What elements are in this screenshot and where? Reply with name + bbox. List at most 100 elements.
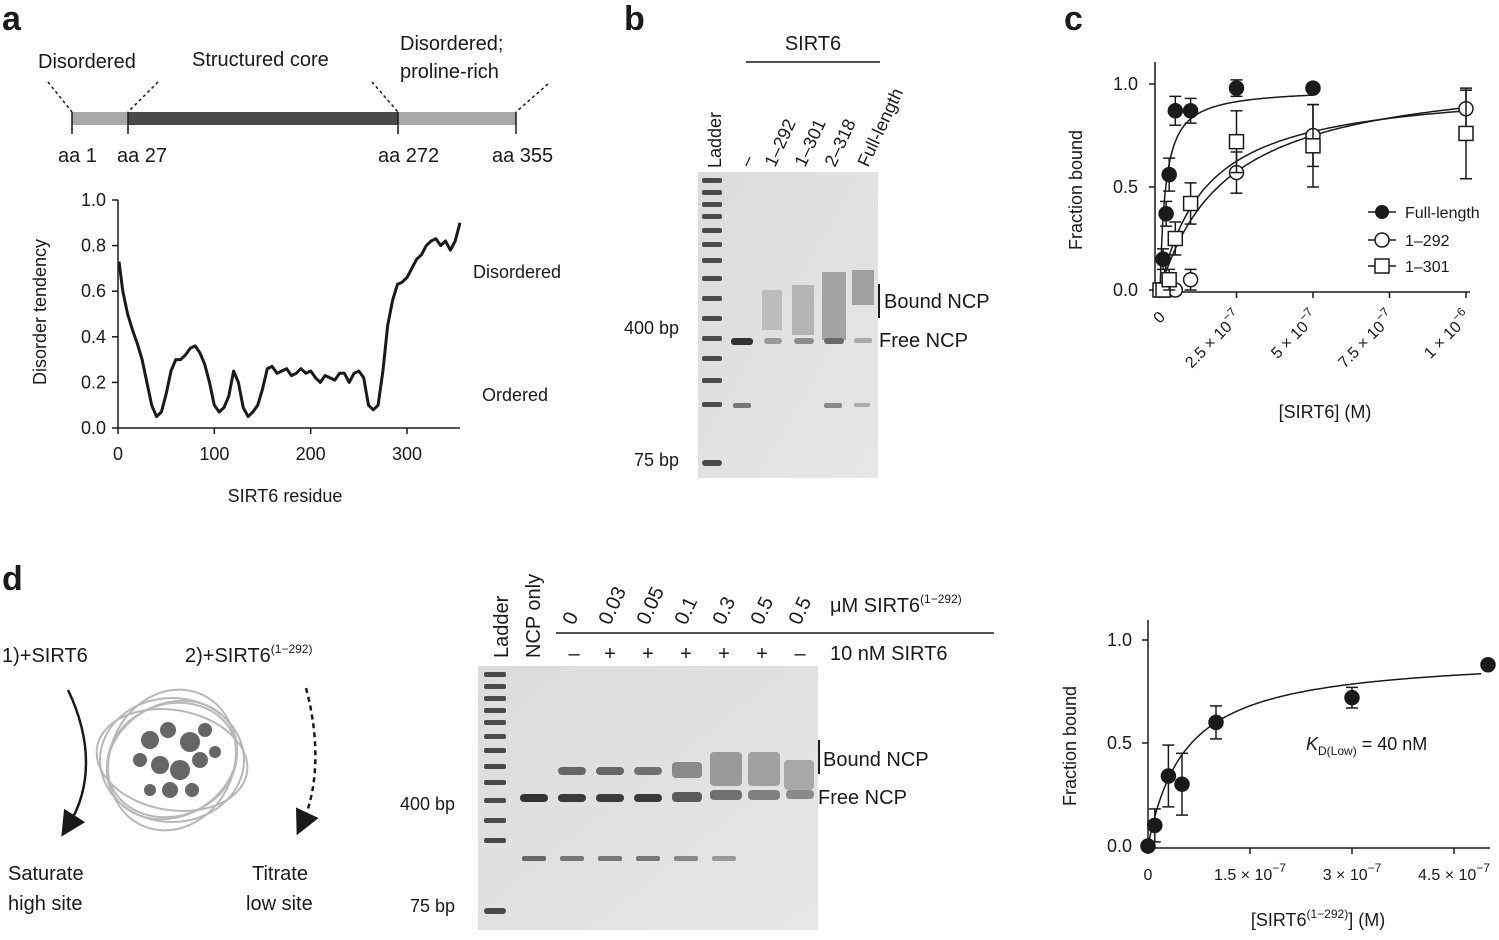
panel-label-c: c [1064, 0, 1083, 38]
marker-400bp: 400 bp [624, 318, 679, 338]
sirt6-sign: – [568, 643, 580, 665]
data-point [1161, 166, 1177, 183]
data-point [1140, 838, 1156, 854]
data-point [1167, 103, 1184, 119]
y-tick-label: 0.5 [1107, 733, 1132, 753]
y-tick-label: 0.0 [1107, 836, 1132, 856]
sirt6-sign: – [794, 643, 806, 665]
sirt6-sign: + [756, 643, 768, 665]
x-tick-label: 1 × 10−6 [1417, 304, 1475, 362]
marker-75bp: 75 bp [634, 450, 679, 470]
x-axis-label: [SIRT6] (M) [1279, 402, 1372, 422]
data-point [1160, 768, 1177, 784]
x-axis-label: SIRT6 residue [228, 486, 343, 506]
data-point [1167, 230, 1184, 247]
domain-label-proline-2: proline-rich [400, 61, 499, 83]
gel-d-bound-label: Bound NCP [823, 749, 929, 771]
data-point [1155, 251, 1171, 267]
step2-label: 2)+SIRT6(1−292) [185, 642, 312, 667]
x-tick-label: 200 [296, 444, 326, 464]
data-point [1228, 80, 1245, 96]
x-tick-label: 300 [392, 444, 422, 464]
x-tick-label: 7.5 × 10−7 [1331, 304, 1398, 371]
x-tick-label: 2.5 × 10−7 [1178, 304, 1245, 371]
position-aa355: aa 355 [492, 145, 553, 167]
chart-a: 0.0 0.2 0.4 0.6 0.8 1.0 0 100 200 300 Disorder t… [30, 190, 561, 506]
nucleosome-structure [95, 688, 249, 832]
y-tick-label: 0.0 [1113, 280, 1138, 300]
y-tick-label: 1.0 [1113, 74, 1138, 94]
data-point [1147, 817, 1163, 834]
saturate-arrow [61, 689, 88, 837]
y-tick-label: 1.0 [81, 190, 106, 210]
concentration-label: 0.03 [595, 584, 631, 629]
concentration-label: 0.1 [671, 594, 703, 629]
legend-marker-1-292 [1374, 232, 1390, 248]
concentration-labels: 0 0.03 0.05 0.1 0.3 0.5 0.5 [559, 584, 817, 629]
panel-a: a Disordered Structured core Disordered;… [2, 0, 561, 506]
panel-label-b: b [624, 0, 645, 38]
y-tick-label: 0.0 [81, 418, 106, 438]
sirt6-sign: + [604, 643, 616, 665]
y-tick-label: 0.4 [81, 327, 106, 347]
legend: Full-length 1–292 1–301 [1368, 205, 1480, 276]
panel-label-a: a [2, 0, 22, 38]
domain-label-disordered: Disordered [38, 51, 136, 73]
region-ordered-label: Ordered [482, 385, 548, 405]
data-point [1344, 689, 1360, 706]
titrate-arrow [296, 687, 319, 836]
x-tick-label: 3 × 10−7 [1323, 861, 1382, 884]
conc-label: μM SIRT6(1−292) [830, 592, 962, 617]
data-point [1158, 206, 1174, 222]
concentration-label: 0.3 [709, 594, 741, 629]
fit-curve-full-length [1159, 94, 1314, 291]
sirt6-sign: + [680, 643, 692, 665]
x-tick-label: 0 [113, 444, 123, 464]
domain-callouts [47, 81, 549, 113]
titrate-label-2: low site [246, 893, 313, 915]
titrate-label-1: Titrate [252, 863, 308, 885]
data-point [1174, 776, 1190, 792]
marker-75bp: 75 bp [410, 896, 455, 916]
x-tick-label: 100 [199, 444, 229, 464]
data-point [1182, 103, 1199, 119]
data-point [1182, 195, 1199, 212]
x-tick-label: 5 × 10−7 [1264, 304, 1322, 362]
sirt6-signs: – + + + + + – [568, 643, 806, 665]
lane-label-ncp-only: NCP only [523, 574, 545, 658]
gel-b-image [698, 172, 878, 478]
legend-marker-1-301 [1374, 258, 1390, 274]
gel-b-header: SIRT6 [785, 33, 841, 55]
lane-label: Full-length [853, 85, 907, 170]
concentration-label: 0 [559, 609, 584, 628]
disorder-line [117, 222, 462, 419]
domain-bar-core [128, 112, 398, 125]
domain-label-core: Structured core [192, 49, 329, 71]
domain-bar-disordered [72, 112, 128, 125]
sirt6-sign: + [642, 643, 654, 665]
x-tick-label: 0 [1151, 309, 1169, 327]
concentration-label: 0.05 [633, 584, 669, 629]
saturate-label-1: Saturate [8, 863, 84, 885]
data-point [1208, 714, 1224, 731]
panel-c: c 0.0 0.5 1.0 0 2.5 × 10−7 5 × 10−77.5 × 10−… [1064, 0, 1480, 422]
step1-label: 1)+SIRT6 [2, 645, 88, 667]
saturate-label-2: high site [8, 893, 83, 915]
fit-curve [1147, 673, 1482, 847]
position-aa1: aa 1 [58, 145, 97, 167]
legend-label: 1–301 [1405, 259, 1450, 276]
lane-label: – [735, 152, 757, 170]
sirt6-label: 10 nM SIRT6 [830, 643, 947, 665]
data-point [1182, 271, 1199, 288]
position-aa272: aa 272 [378, 145, 439, 167]
y-tick-label: 0.6 [81, 281, 106, 301]
legend-label: Full-length [1405, 205, 1480, 222]
x-tick-label: 4.5 × 10−7 [1418, 861, 1490, 884]
data-point [1305, 80, 1321, 96]
panel-d: d 1)+SIRT6 2)+SIRT6(1−292) Saturate [2, 560, 1496, 930]
data-point [1458, 125, 1474, 142]
x-tick-label: 0 [1144, 867, 1153, 884]
y-axis-label: Disorder tendency [30, 239, 50, 385]
x-tick-label: 1.5 × 10−7 [1214, 861, 1286, 884]
